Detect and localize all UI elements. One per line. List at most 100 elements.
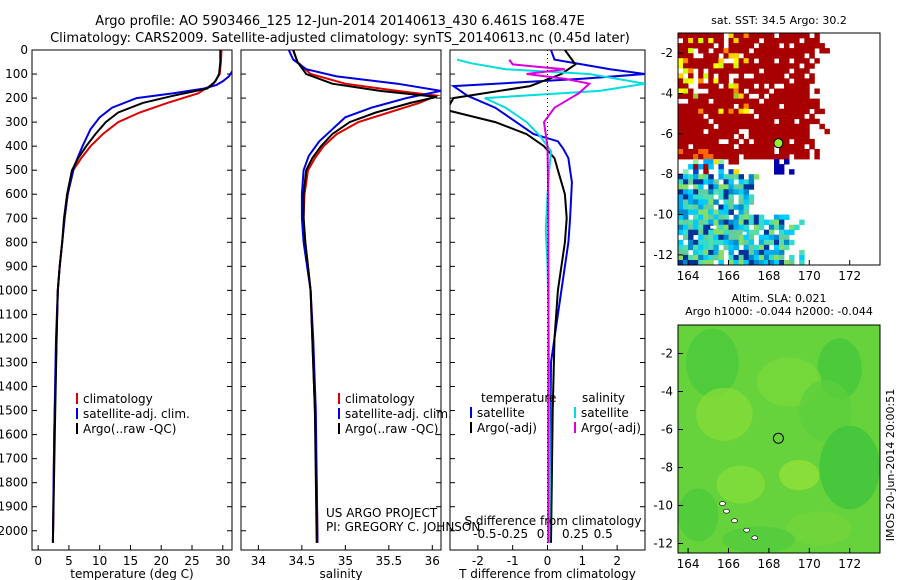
sst_map-cell — [728, 239, 734, 246]
sst_map-cell — [678, 63, 684, 69]
sst_map-cell — [708, 189, 714, 195]
sst_map-cell — [804, 78, 810, 84]
sst_map-cell — [703, 118, 709, 125]
sst_map-cell — [678, 209, 684, 215]
sst_map-cell — [713, 179, 719, 185]
sst_map-cell — [804, 103, 810, 109]
sst_map-cell — [723, 108, 729, 115]
sst_map-cell — [683, 103, 689, 109]
sst_map-cell — [748, 154, 755, 160]
sst_map-cell — [678, 113, 684, 120]
sst_map-cell — [713, 244, 719, 251]
sla-map-title: Altim. SLA: 0.021 — [731, 292, 826, 305]
sst_map-cell — [693, 43, 699, 49]
sst_map-cell — [708, 159, 714, 165]
sst_map-cell — [768, 43, 775, 49]
temperature-ytick-label: 600 — [5, 187, 28, 201]
sst_map-cell — [799, 138, 805, 145]
sst_map-cell — [703, 234, 709, 241]
sst_map-island — [710, 225, 717, 229]
sst_map-cell — [743, 219, 750, 225]
sst_map-cell — [753, 88, 760, 94]
sst_map-cell — [678, 78, 684, 84]
sst_map-cell — [693, 98, 699, 104]
sst_map-cell — [713, 48, 719, 54]
sla_map-ytick-label: -12 — [653, 537, 673, 551]
sst_map-cell — [758, 219, 765, 225]
sst_map-cell — [768, 48, 775, 54]
sst_map-cell — [728, 133, 734, 140]
sst_map-cell — [789, 73, 795, 79]
sst_map-cell — [693, 179, 699, 185]
sst_map-cell — [693, 260, 699, 265]
sst_map-cell — [784, 138, 790, 145]
sla_map-xtick-label: 172 — [838, 557, 861, 571]
sst_map-cell — [713, 33, 719, 39]
sst_map-cell — [703, 164, 709, 170]
sst_map-cell — [733, 48, 739, 54]
sst_map-cell — [713, 234, 719, 241]
sst_map-cell — [733, 118, 739, 125]
sst_map-cell — [743, 83, 750, 89]
sst_map-cell — [738, 260, 744, 265]
salinity-xtick-label: 34.5 — [289, 554, 316, 568]
sst_map-xtick-label: 170 — [798, 269, 821, 283]
sst_map-frame — [677, 32, 881, 266]
sst_map-cell — [683, 249, 689, 256]
sst_map-cell — [763, 48, 770, 54]
sst_map-cell — [693, 184, 699, 190]
sst_map-cell — [723, 118, 729, 125]
sst_map-cell — [683, 234, 689, 241]
sst_map-cell — [718, 249, 724, 256]
sst_map-cell — [774, 244, 780, 251]
sst_map-cell — [779, 149, 785, 155]
sst_map-cell — [753, 224, 760, 231]
sst_map-cell — [678, 144, 684, 150]
sst_map-cell — [738, 98, 744, 104]
sst_map-cell — [688, 149, 694, 155]
sst_map-cell — [768, 133, 775, 140]
sst_map-cell — [784, 239, 790, 246]
sst_map-cell — [758, 93, 765, 99]
sst_map-cell — [814, 108, 820, 115]
temperature-ytick-label: 1400 — [0, 380, 28, 394]
sst_map-cell — [723, 48, 729, 54]
sst_map-cell — [703, 239, 709, 246]
sst_map-argo-marker — [773, 138, 784, 149]
sst_map-cell — [708, 68, 714, 74]
sst_map-cell — [703, 43, 709, 49]
sst_map-cell — [713, 63, 719, 69]
sst_map-cell — [743, 149, 750, 155]
sst_map-cell — [708, 93, 714, 99]
sst_map-cell — [728, 128, 734, 135]
sst_map-cell — [698, 98, 704, 104]
sla_map-anomaly-blob — [787, 511, 852, 546]
sst_map-cell — [733, 224, 739, 231]
sst_map-cell — [683, 174, 689, 180]
sst_map-cell — [718, 219, 724, 225]
sst_map-cell — [688, 133, 694, 140]
sst_map-cell — [738, 78, 744, 84]
sst_map-cell — [784, 128, 790, 135]
sst_map-cell — [774, 98, 780, 104]
sst_map-cell — [774, 254, 780, 261]
sst_map-cell — [728, 63, 734, 69]
sst_map-cell — [753, 33, 760, 39]
sst_map-cell — [698, 244, 704, 251]
sst_map-cell — [678, 118, 684, 125]
difference-series-line — [450, 50, 645, 543]
sst_map-cell — [733, 189, 739, 195]
sst_map-cell — [718, 184, 724, 190]
sst_map-cell — [708, 149, 714, 155]
sst_map-cell — [693, 103, 699, 109]
sst_map-cell — [703, 219, 709, 225]
sst_map-cell — [678, 194, 684, 200]
salinity-legend-label: satellite-adj. clim. — [345, 407, 452, 421]
sst_map-cell — [688, 43, 694, 49]
sla_map-frame — [677, 324, 881, 554]
difference-s-tick-label: 0 — [537, 527, 545, 541]
sst_map-cell — [703, 63, 709, 69]
sst_map-cell — [748, 128, 755, 135]
sst_map-cell — [683, 184, 689, 190]
sst_map-cell — [723, 93, 729, 99]
